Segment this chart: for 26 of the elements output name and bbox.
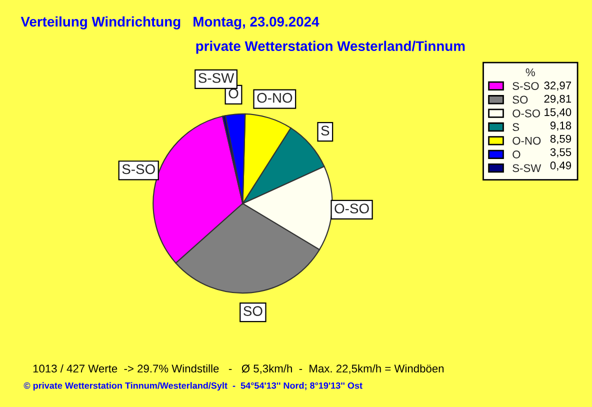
slice-label: O-SO xyxy=(334,204,369,214)
legend-label: O-NO xyxy=(512,136,541,145)
data-label: 32,97 xyxy=(544,82,572,91)
data-label: 15,40 xyxy=(544,108,572,118)
legend-label: S xyxy=(512,123,520,132)
chart-subtitle: private Wetterstation Westerland/Tinnum xyxy=(196,40,465,54)
slice-label: S-SO xyxy=(122,164,155,174)
legend-label: S-SW xyxy=(512,164,542,172)
legend-label: O-SO xyxy=(512,109,540,118)
data-label: 9,18 xyxy=(550,122,572,131)
legend-label: S-SO xyxy=(512,82,539,90)
chart-title: Verteilung Windrichtung Montag, 23.09.2024 xyxy=(20,16,320,30)
slice-label: SO xyxy=(244,306,262,316)
data-label: 29,81 xyxy=(544,94,572,104)
slice-label: O-NO xyxy=(257,92,292,103)
data-label: 3,55 xyxy=(550,148,572,158)
text: © private Wetterstation Tinnum/Westerland/Sylt - 54°54'13'' Nord; 8°19'13'' Ost xyxy=(24,382,362,391)
slice-label: O xyxy=(228,88,238,98)
data-label: 0,49 xyxy=(550,162,572,171)
text: 1013 / 427 Werte -> 29.7% Windstille - Ø 5,3km/h - Max. 22,5km/h = Windböen xyxy=(33,364,444,374)
legend-title: % xyxy=(526,68,535,76)
slice-label: S-SW xyxy=(198,73,234,83)
legend-label: O xyxy=(512,150,520,158)
legend-label: SO xyxy=(512,96,528,104)
slice-label: S xyxy=(321,126,330,136)
data-label: 8,59 xyxy=(550,134,572,144)
